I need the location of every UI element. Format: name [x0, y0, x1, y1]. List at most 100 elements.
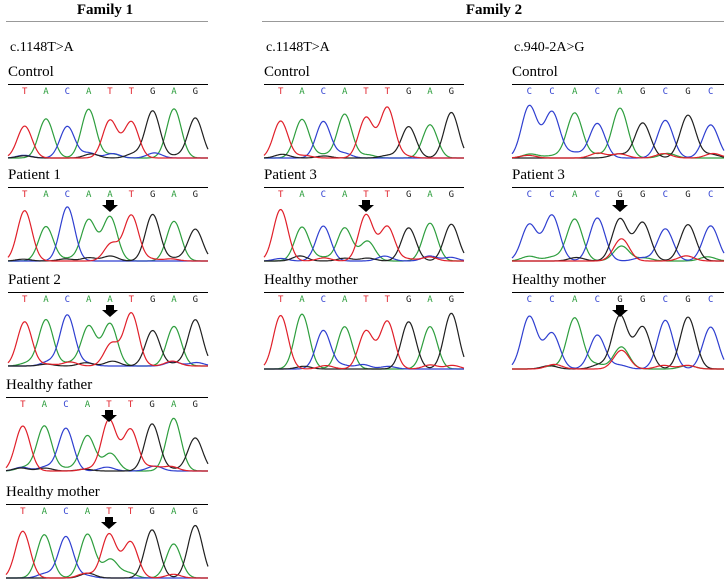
base-call: A	[427, 295, 433, 305]
base-call: A	[86, 190, 92, 200]
base-call: G	[449, 87, 454, 97]
panel-label: Patient 1	[8, 167, 61, 183]
base-call: T	[107, 87, 113, 97]
trace-G	[512, 314, 724, 370]
family2-rule	[262, 21, 724, 22]
base-call: G	[150, 190, 155, 200]
base-call: T	[129, 295, 135, 305]
base-call: G	[193, 190, 198, 200]
base-call: G	[685, 295, 690, 305]
base-call: C	[321, 295, 326, 305]
base-call: C	[527, 295, 532, 305]
trace-A	[511, 107, 724, 159]
family2-col1-panel-control: Control T A C A T T G A G	[263, 64, 465, 164]
base-call: G	[192, 400, 197, 410]
base-call: A	[171, 507, 177, 517]
panel-divider	[264, 84, 464, 85]
base-call: A	[342, 295, 348, 305]
base-call: A	[572, 87, 578, 97]
base-call: G	[406, 295, 411, 305]
family1-rule	[6, 21, 208, 22]
panel-divider	[8, 187, 208, 188]
base-call: T	[278, 190, 284, 200]
panel-label: Healthy mother	[264, 272, 358, 288]
panel-divider	[6, 397, 208, 398]
base-call: T	[278, 87, 284, 97]
base-call: C	[321, 87, 326, 97]
base-call: T	[22, 190, 28, 200]
trace-A	[6, 417, 208, 472]
trace-C	[264, 225, 465, 262]
base-call: T	[129, 87, 135, 97]
family1-panel-control: Control T A C A T T G A G	[7, 64, 209, 164]
trace-G	[512, 217, 724, 262]
base-call: T	[128, 507, 134, 517]
base-call: A	[299, 295, 305, 305]
base-call: T	[22, 295, 28, 305]
mutation-arrow-icon	[102, 200, 118, 212]
base-call: C	[65, 87, 70, 97]
mutation-arrow-icon	[612, 305, 628, 317]
base-call: C	[663, 295, 668, 305]
base-call: T	[385, 190, 391, 200]
base-call: G	[449, 295, 454, 305]
family1-title: Family 1	[76, 2, 134, 18]
base-call: C	[321, 190, 326, 200]
base-call: A	[299, 87, 305, 97]
base-call: T	[363, 190, 369, 200]
mutation-arrow-icon	[358, 200, 374, 212]
panel-label: Control	[8, 64, 54, 80]
base-call: T	[20, 507, 26, 517]
base-call: C	[595, 295, 600, 305]
trace-T	[5, 418, 208, 472]
panel-label: Control	[512, 64, 558, 80]
base-call: A	[43, 190, 49, 200]
trace-A	[8, 108, 208, 159]
panel-divider	[512, 84, 724, 85]
base-call: A	[42, 507, 48, 517]
trace-C	[511, 104, 725, 159]
base-call: C	[65, 295, 70, 305]
family2-col2-panel-healthy-mother: Healthy mother C C A C G G C G C	[511, 272, 725, 377]
base-call: C	[595, 87, 600, 97]
trace-A	[264, 222, 464, 262]
base-call: C	[663, 87, 668, 97]
mutation-arrow-icon	[101, 517, 117, 529]
panel-label: Patient 3	[264, 167, 317, 183]
base-call: C	[527, 87, 532, 97]
trace-T	[5, 530, 208, 579]
trace-G	[8, 213, 209, 262]
base-call: G	[617, 190, 622, 200]
base-call: G	[193, 295, 198, 305]
panel-divider	[264, 187, 464, 188]
base-call: A	[171, 295, 177, 305]
trace-T	[7, 311, 208, 367]
base-call: C	[595, 190, 600, 200]
family2-col2-mutation: c.940-2A>G	[514, 40, 585, 55]
base-call: A	[86, 87, 92, 97]
trace-G	[264, 312, 465, 370]
base-call: T	[106, 507, 112, 517]
panel-label: Control	[264, 64, 310, 80]
panel-divider	[264, 292, 464, 293]
base-call: G	[640, 87, 645, 97]
base-call: G	[685, 190, 690, 200]
base-call: A	[171, 400, 177, 410]
base-call: T	[128, 400, 134, 410]
panel-label: Healthy mother	[6, 484, 100, 500]
base-call: G	[192, 507, 197, 517]
base-call: T	[129, 190, 135, 200]
base-call: T	[20, 400, 26, 410]
base-call: G	[149, 400, 154, 410]
base-call: A	[171, 87, 177, 97]
trace-T	[512, 238, 724, 262]
family2-title: Family 2	[465, 2, 523, 18]
panel-divider	[512, 292, 724, 293]
base-call: G	[685, 87, 690, 97]
trace-T	[511, 152, 725, 159]
